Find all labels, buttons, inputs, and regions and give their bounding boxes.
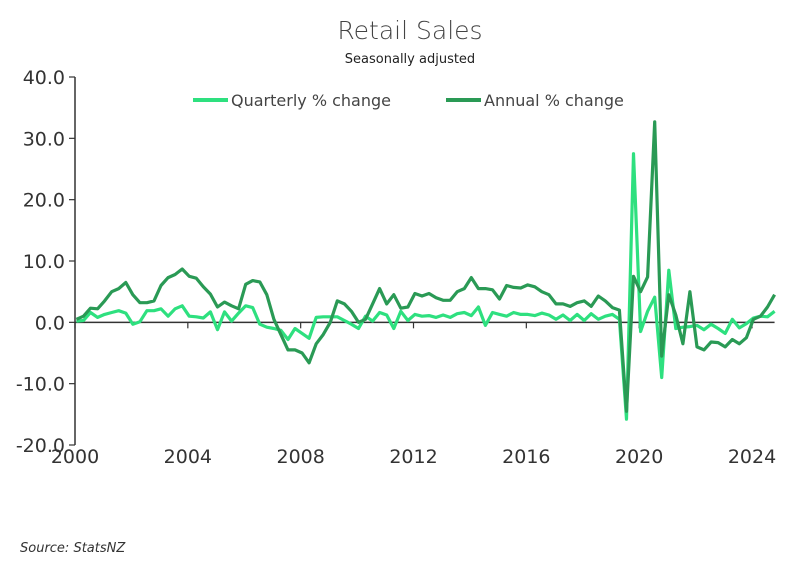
source-note: Source: StatsNZ bbox=[20, 541, 126, 556]
legend-label: Quarterly % change bbox=[231, 91, 391, 110]
x-tick-label: 2012 bbox=[389, 446, 437, 468]
x-tick-label: 2016 bbox=[502, 446, 550, 468]
series-line-quarterly bbox=[76, 152, 776, 421]
x-tick-label: 2004 bbox=[164, 446, 212, 468]
y-tick-label: 0.0 bbox=[35, 312, 65, 334]
y-tick-label: 40.0 bbox=[23, 67, 65, 89]
series-line-annual bbox=[75, 120, 776, 413]
legend-label: Annual % change bbox=[484, 91, 624, 110]
y-tick-label: -20.0 bbox=[16, 435, 65, 457]
y-tick-label: 30.0 bbox=[23, 128, 65, 150]
y-tick-label: -10.0 bbox=[16, 374, 65, 396]
x-tick-label: 2020 bbox=[615, 446, 663, 468]
x-tick-label: 2008 bbox=[276, 446, 324, 468]
y-tick-label: 20.0 bbox=[23, 190, 65, 212]
y-tick-label: 10.0 bbox=[23, 251, 65, 273]
x-tick-label: 2000 bbox=[51, 446, 99, 468]
chart-subtitle: Seasonally adjusted bbox=[344, 52, 476, 67]
x-tick-label: 2024 bbox=[728, 446, 776, 468]
chart-title: Retail Sales bbox=[337, 16, 483, 45]
